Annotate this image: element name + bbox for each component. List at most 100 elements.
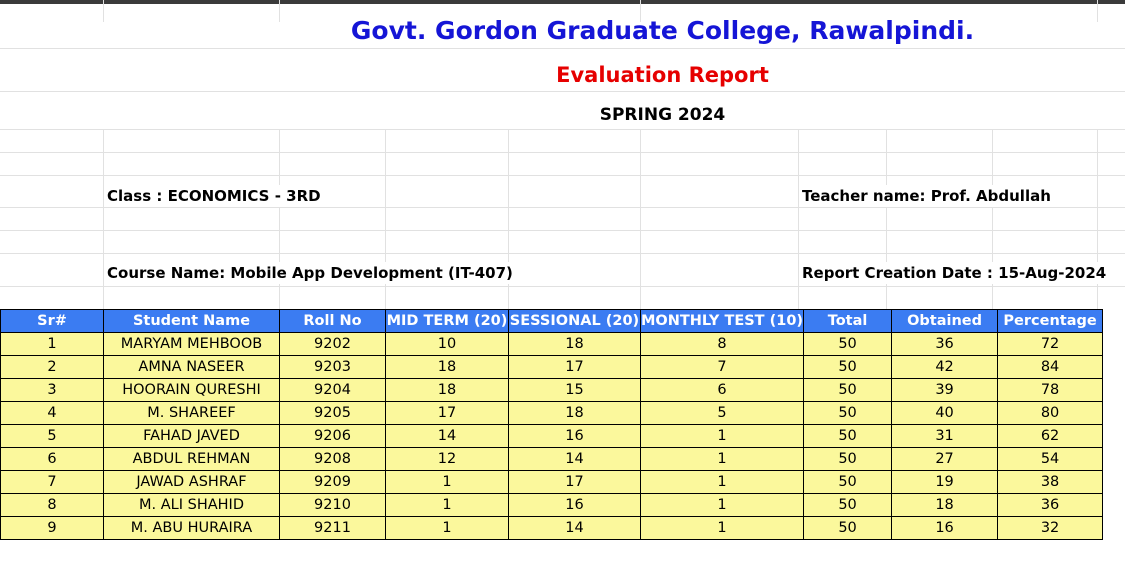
table-cell[interactable]: 50 <box>803 447 893 471</box>
table-cell[interactable]: 5 <box>0 424 104 448</box>
table-cell[interactable]: 40 <box>891 401 999 425</box>
table-cell[interactable]: HOORAIN QURESHI <box>103 378 280 402</box>
table-cell[interactable]: 50 <box>803 493 893 517</box>
table-cell[interactable]: 15 <box>508 378 641 402</box>
table-row: 7 JAWAD ASHRAF 9209 1 17 1 50 19 38 <box>0 470 1104 494</box>
table-cell[interactable]: JAWAD ASHRAF <box>103 470 280 494</box>
table-cell[interactable]: 42 <box>891 355 999 379</box>
table-cell[interactable]: 9206 <box>279 424 386 448</box>
table-cell[interactable]: 18 <box>508 401 641 425</box>
table-cell[interactable]: 8 <box>639 332 805 356</box>
column-header[interactable]: MID TERM (20) <box>385 309 509 333</box>
table-cell[interactable]: 1 <box>639 470 805 494</box>
table-cell[interactable]: 14 <box>508 447 641 471</box>
table-cell[interactable]: 38 <box>997 470 1104 494</box>
table-cell[interactable]: 9202 <box>279 332 386 356</box>
table-cell[interactable]: 50 <box>803 424 893 448</box>
table-cell[interactable]: 9203 <box>279 355 386 379</box>
table-cell[interactable]: 1 <box>639 447 805 471</box>
table-row: 9 M. ABU HURAIRA 9211 1 14 1 50 16 32 <box>0 516 1104 540</box>
table-cell[interactable]: 9205 <box>279 401 386 425</box>
table-cell[interactable]: 50 <box>803 378 893 402</box>
table-cell[interactable]: 9208 <box>279 447 386 471</box>
table-cell[interactable]: FAHAD JAVED <box>103 424 280 448</box>
table-cell[interactable]: 9211 <box>279 516 386 540</box>
table-cell[interactable]: 36 <box>891 332 999 356</box>
table-cell[interactable]: 54 <box>997 447 1104 471</box>
table-cell[interactable]: 16 <box>508 493 641 517</box>
table-cell[interactable]: 50 <box>803 355 893 379</box>
table-cell[interactable]: 2 <box>0 355 104 379</box>
table-cell[interactable]: 1 <box>639 424 805 448</box>
table-cell[interactable]: 16 <box>891 516 999 540</box>
table-cell[interactable]: 50 <box>803 332 893 356</box>
table-cell[interactable]: 3 <box>0 378 104 402</box>
table-cell[interactable]: 27 <box>891 447 999 471</box>
table-cell[interactable]: 9210 <box>279 493 386 517</box>
evaluation-table: Sr# Student Name Roll No MID TERM (20) S… <box>0 309 1104 540</box>
column-header[interactable]: Roll No <box>279 309 386 333</box>
table-cell[interactable]: 19 <box>891 470 999 494</box>
table-cell[interactable]: 17 <box>385 401 509 425</box>
table-cell[interactable]: 1 <box>385 516 509 540</box>
table-cell[interactable]: 80 <box>997 401 1104 425</box>
table-cell[interactable]: 1 <box>0 332 104 356</box>
table-cell[interactable]: 1 <box>639 493 805 517</box>
table-cell[interactable]: 16 <box>508 424 641 448</box>
report-title: Evaluation Report <box>556 63 769 87</box>
table-cell[interactable]: 1 <box>385 470 509 494</box>
table-cell[interactable]: 62 <box>997 424 1104 448</box>
column-header[interactable]: Total <box>803 309 893 333</box>
table-cell[interactable]: 18 <box>508 332 641 356</box>
table-cell[interactable]: 10 <box>385 332 509 356</box>
table-cell[interactable]: 6 <box>639 378 805 402</box>
table-cell[interactable]: 1 <box>639 516 805 540</box>
table-cell[interactable]: 78 <box>997 378 1104 402</box>
table-cell[interactable]: 17 <box>508 470 641 494</box>
table-cell[interactable]: 50 <box>803 470 893 494</box>
table-cell[interactable]: 39 <box>891 378 999 402</box>
table-cell[interactable]: ABDUL REHMAN <box>103 447 280 471</box>
table-cell[interactable]: AMNA NASEER <box>103 355 280 379</box>
table-cell[interactable]: 36 <box>997 493 1104 517</box>
table-cell[interactable]: 9204 <box>279 378 386 402</box>
table-cell[interactable]: 31 <box>891 424 999 448</box>
table-cell[interactable]: 1 <box>385 493 509 517</box>
table-cell[interactable]: 72 <box>997 332 1104 356</box>
column-header[interactable]: Percentage <box>997 309 1104 333</box>
table-cell[interactable]: M. ABU HURAIRA <box>103 516 280 540</box>
table-cell[interactable]: 5 <box>639 401 805 425</box>
report-date: Report Creation Date : 15-Aug-2024 <box>802 262 1107 284</box>
table-cell[interactable]: 50 <box>803 401 893 425</box>
table-cell[interactable]: M. ALI SHAHID <box>103 493 280 517</box>
table-cell[interactable]: 6 <box>0 447 104 471</box>
table-cell[interactable]: 9 <box>0 516 104 540</box>
column-header[interactable]: MONTHLY TEST (10) <box>639 309 805 333</box>
term-label: SPRING 2024 <box>599 105 726 125</box>
table-row: 2 AMNA NASEER 9203 18 17 7 50 42 84 <box>0 355 1104 379</box>
table-cell[interactable]: 84 <box>997 355 1104 379</box>
column-header[interactable]: Obtained <box>891 309 999 333</box>
table-cell[interactable]: 14 <box>508 516 641 540</box>
table-cell[interactable]: 18 <box>385 355 509 379</box>
table-cell[interactable]: 17 <box>508 355 641 379</box>
column-header[interactable]: SESSIONAL (20) <box>508 309 641 333</box>
table-cell[interactable]: M. SHAREEF <box>103 401 280 425</box>
table-cell[interactable]: 18 <box>891 493 999 517</box>
table-cell[interactable]: 7 <box>0 470 104 494</box>
table-cell[interactable]: 50 <box>803 516 893 540</box>
table-cell[interactable]: 4 <box>0 401 104 425</box>
table-cell[interactable]: 7 <box>639 355 805 379</box>
table-cell[interactable]: 12 <box>385 447 509 471</box>
table-cell[interactable]: 14 <box>385 424 509 448</box>
table-cell[interactable]: 9209 <box>279 470 386 494</box>
table-row: 3 HOORAIN QURESHI 9204 18 15 6 50 39 78 <box>0 378 1104 402</box>
column-header[interactable]: Sr# <box>0 309 104 333</box>
table-cell[interactable]: 32 <box>997 516 1104 540</box>
table-row: 8 M. ALI SHAHID 9210 1 16 1 50 18 36 <box>0 493 1104 517</box>
table-cell[interactable]: MARYAM MEHBOOB <box>103 332 280 356</box>
column-header[interactable]: Student Name <box>103 309 280 333</box>
table-cell[interactable]: 18 <box>385 378 509 402</box>
table-cell[interactable]: 8 <box>0 493 104 517</box>
